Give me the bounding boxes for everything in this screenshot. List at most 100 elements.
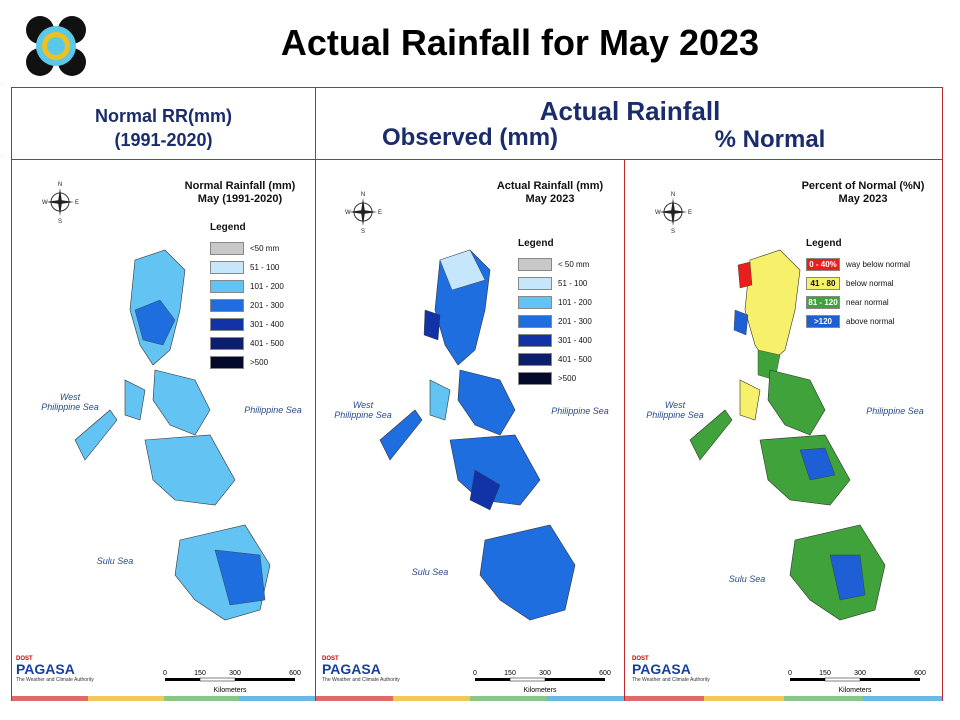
legend-item: >500 xyxy=(518,369,618,388)
compass-icon: N S W E xyxy=(655,192,692,235)
map2-scale-bar: 0 150 300 600 Kilometers xyxy=(470,668,615,696)
pagasa-logo-2: DOST PAGASA The Weather and Climate Auth… xyxy=(322,656,400,683)
legend-label: 101 - 200 xyxy=(250,282,284,291)
svg-text:0: 0 xyxy=(163,670,167,677)
svg-text:Kilometers: Kilometers xyxy=(838,687,872,694)
legend-swatch xyxy=(518,353,552,366)
map3-compass: N S W E xyxy=(653,190,693,235)
pagasa-logo-3: DOST PAGASA The Weather and Climate Auth… xyxy=(632,656,710,683)
map1-legend-title: Legend xyxy=(210,222,246,233)
legend-item: 401 - 500 xyxy=(518,350,618,369)
legend-label: 201 - 300 xyxy=(250,301,284,310)
legend-swatch xyxy=(210,337,244,350)
legend-label: 401 - 500 xyxy=(250,339,284,348)
map-panel-percent xyxy=(624,159,943,701)
legend-item: >500 xyxy=(210,353,310,372)
svg-text:S: S xyxy=(361,229,365,234)
legend-label: above normal xyxy=(846,317,895,326)
legend-label: >500 xyxy=(558,374,577,383)
map1-sulu-sea: Sulu Sea xyxy=(96,556,134,566)
compass-icon: N S W E xyxy=(42,182,79,225)
legend-swatch: 0 - 40% xyxy=(806,258,840,271)
map1-title: Normal Rainfall (mm) May (1991-2020) xyxy=(175,180,305,206)
map2-west-sea: West Philippine Sea xyxy=(334,400,392,420)
normal-rr-line2: (1991-2020) xyxy=(114,130,213,150)
svg-text:0: 0 xyxy=(473,670,477,677)
map2-title-line1: Actual Rainfall (mm) xyxy=(496,180,604,192)
legend-swatch xyxy=(518,296,552,309)
map3-philippines xyxy=(650,180,890,650)
map3-legend-title: Legend xyxy=(806,238,842,249)
bottom-color-bar-3 xyxy=(625,696,942,701)
svg-text:Kilometers: Kilometers xyxy=(523,687,557,694)
page-title: Actual Rainfall for May 2023 xyxy=(280,22,760,63)
legend-swatch xyxy=(210,261,244,274)
legend-swatch: 81 - 120 xyxy=(806,296,840,309)
visayas-shape xyxy=(144,434,236,506)
legend-swatch xyxy=(518,277,552,290)
map2-legend: Legend < 50 mm 51 - 100 101 - 200 201 - 300… xyxy=(518,238,618,388)
legend-item: < 50 mm xyxy=(518,255,618,274)
legend-label: below normal xyxy=(846,279,894,288)
legend-label: near normal xyxy=(846,298,889,307)
legend-swatch xyxy=(518,258,552,271)
map2-legend-title: Legend xyxy=(518,238,554,249)
normal-rr-line1: Normal RR(mm) xyxy=(94,106,232,126)
legend-label: 301 - 400 xyxy=(558,336,592,345)
legend-swatch xyxy=(518,315,552,328)
legend-swatch xyxy=(210,280,244,293)
svg-text:Kilometers: Kilometers xyxy=(213,687,247,694)
map2-title: Actual Rainfall (mm) May 2023 xyxy=(485,180,615,206)
map1-east-sea: Philippine Sea xyxy=(244,405,302,415)
svg-text:300: 300 xyxy=(854,670,866,677)
svg-text:S: S xyxy=(671,229,675,234)
map3-legend: Legend 0 - 40% way below normal 41 - 80 bel… xyxy=(806,238,936,331)
normal-rr-header: Normal RR(mm) (1991-2020) xyxy=(11,104,316,152)
map3-east-sea: Philippine Sea xyxy=(866,406,924,416)
legend-label: < 50 mm xyxy=(558,260,590,269)
map3-title: Percent of Normal (%N) May 2023 xyxy=(793,180,933,206)
svg-text:S: S xyxy=(58,219,62,224)
bottom-color-bar-2 xyxy=(316,696,624,701)
map3-scale-bar: 0 150 300 600 Kilometers xyxy=(785,668,930,696)
svg-text:N: N xyxy=(58,182,62,188)
legend-label: 51 - 100 xyxy=(558,279,588,288)
map1-title-line1: Normal Rainfall (mm) xyxy=(184,180,296,192)
svg-text:150: 150 xyxy=(194,670,206,677)
legend-item: 101 - 200 xyxy=(518,293,618,312)
map3-title-line2: May 2023 xyxy=(838,193,888,205)
svg-text:N: N xyxy=(671,192,675,198)
logo-icon xyxy=(24,14,88,78)
svg-text:300: 300 xyxy=(539,670,551,677)
legend-swatch xyxy=(518,334,552,347)
svg-text:150: 150 xyxy=(504,670,516,677)
observed-header: Observed (mm) xyxy=(381,124,559,151)
legend-item: >120 above normal xyxy=(806,312,936,331)
legend-label: 51 - 100 xyxy=(250,263,280,272)
bicol-shape xyxy=(152,369,211,436)
map1-scale-bar: 0 150 300 600 Kilometers xyxy=(160,668,305,696)
legend-item: 41 - 80 below normal xyxy=(806,274,936,293)
legend-swatch xyxy=(210,242,244,255)
svg-text:600: 600 xyxy=(914,670,926,677)
pagasa-dost: DOST xyxy=(16,656,33,662)
legend-item: 201 - 300 xyxy=(210,296,310,315)
svg-text:N: N xyxy=(361,192,365,198)
legend-swatch: >120 xyxy=(806,315,840,328)
legend-label: 401 - 500 xyxy=(558,355,592,364)
legend-item: 401 - 500 xyxy=(210,334,310,353)
legend-item: 0 - 40% way below normal xyxy=(806,255,936,274)
legend-item: 201 - 300 xyxy=(518,312,618,331)
legend-item: 101 - 200 xyxy=(210,277,310,296)
svg-text:0: 0 xyxy=(788,670,792,677)
map2-east-sea: Philippine Sea xyxy=(551,406,609,416)
map2-sulu-sea: Sulu Sea xyxy=(411,567,449,577)
bottom-color-bar-1 xyxy=(12,696,315,701)
pagasa-name: PAGASA xyxy=(16,661,75,677)
map-panel-actual xyxy=(315,159,625,701)
palawan-shape xyxy=(74,409,118,461)
legend-item: 301 - 400 xyxy=(518,331,618,350)
svg-text:W: W xyxy=(42,200,48,206)
svg-text:E: E xyxy=(378,210,382,216)
pagasa-logo-1: DOST PAGASA The Weather and Climate Auth… xyxy=(16,656,106,694)
